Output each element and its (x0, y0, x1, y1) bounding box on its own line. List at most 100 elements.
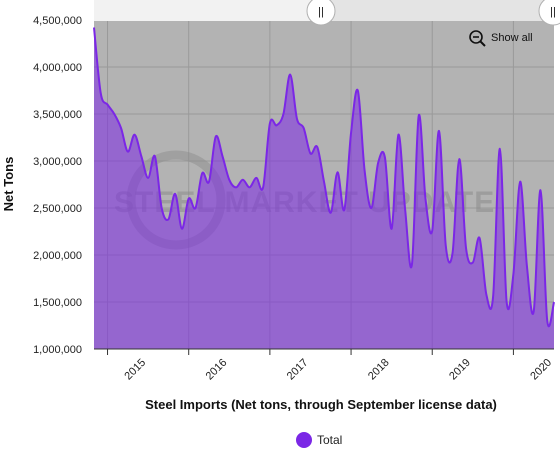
data-point (417, 114, 420, 117)
data-point (113, 113, 116, 116)
x-axis-ticks: 2015 2016 2017 2018 2019 2020 (107, 349, 554, 383)
legend[interactable]: Total (296, 432, 342, 448)
data-point (201, 172, 204, 175)
data-point (289, 73, 292, 76)
data-point (99, 92, 102, 95)
data-point (383, 156, 386, 159)
data-point (431, 229, 434, 232)
data-point (262, 186, 265, 189)
navigator-left-handle[interactable] (306, 0, 336, 26)
data-point (329, 211, 332, 214)
y-tick-label: 2,000,000 (33, 250, 82, 262)
data-point (93, 26, 96, 29)
data-point (404, 208, 407, 211)
data-point (356, 89, 359, 92)
data-point (214, 135, 217, 138)
y-tick-label: 4,500,000 (33, 15, 82, 27)
data-point (336, 171, 339, 174)
x-tick-label: 2016 (204, 357, 230, 383)
data-point (397, 133, 400, 136)
data-point (248, 186, 251, 189)
x-tick-label: 2019 (447, 357, 473, 383)
data-point (221, 155, 224, 158)
data-point (458, 158, 461, 161)
data-point (268, 122, 271, 125)
navigator-left-handle-label: || (318, 6, 324, 18)
show-all-label: Show all (491, 32, 533, 44)
data-point (316, 145, 319, 148)
data-point (451, 252, 454, 255)
data-point (133, 133, 136, 136)
data-point (539, 189, 542, 192)
x-axis-title: Steel Imports (Net tons, through Septemb… (145, 397, 497, 412)
data-point (350, 131, 353, 134)
data-point (120, 127, 123, 130)
data-point (167, 218, 170, 221)
data-point (323, 180, 326, 183)
data-point (363, 169, 366, 172)
data-point (546, 319, 549, 322)
y-axis-ticks: 1,000,000 1,500,000 2,000,000 2,500,000 3,00… (33, 15, 82, 356)
data-point (228, 178, 231, 181)
legend-item-total[interactable]: Total (296, 432, 342, 448)
x-tick-label: 2018 (366, 357, 392, 383)
data-point (553, 301, 556, 304)
y-tick-label: 1,000,000 (33, 344, 82, 356)
data-point (187, 197, 190, 200)
x-tick-label: 2020 (528, 357, 554, 383)
data-point (153, 155, 156, 158)
data-point (370, 207, 373, 210)
data-point (465, 247, 468, 250)
data-point (126, 150, 129, 153)
data-point (498, 147, 501, 150)
y-tick-label: 3,000,000 (33, 156, 82, 168)
navigator-bar[interactable]: || || (94, 0, 560, 26)
data-point (255, 176, 258, 179)
data-point (309, 152, 312, 155)
data-point (438, 129, 441, 132)
data-point (208, 180, 211, 183)
y-tick-label: 4,000,000 (33, 62, 82, 74)
data-point (241, 178, 244, 181)
show-all-button[interactable]: Show all (464, 27, 550, 49)
data-point (532, 310, 535, 313)
data-point (390, 227, 393, 230)
data-point (478, 237, 481, 240)
legend-swatch-total (296, 432, 312, 448)
data-point (160, 207, 163, 210)
data-point (140, 155, 143, 158)
data-point (525, 265, 528, 268)
data-point (444, 244, 447, 247)
data-point (106, 103, 109, 106)
y-tick-label: 1,500,000 (33, 297, 82, 309)
data-point (194, 207, 197, 210)
x-tick-label: 2017 (285, 357, 311, 383)
zoom-out-icon (469, 30, 486, 47)
legend-label-total: Total (317, 433, 342, 447)
y-axis-title: Net Tons (1, 157, 16, 212)
data-point (343, 208, 346, 211)
data-point (519, 180, 522, 183)
data-point (174, 192, 177, 195)
series-total-area (94, 27, 554, 350)
data-point (147, 176, 150, 179)
data-point (492, 295, 495, 298)
data-point (424, 197, 427, 200)
data-point (505, 301, 508, 304)
navigator-right-handle-label: || (550, 6, 556, 18)
navigator-selection[interactable] (320, 0, 554, 21)
series-total-line (93, 27, 555, 328)
data-point (471, 261, 474, 264)
data-point (282, 113, 285, 116)
data-point (302, 127, 305, 130)
data-point (377, 161, 380, 164)
data-point (512, 272, 515, 275)
navigator-right-handle[interactable] (538, 0, 560, 26)
data-point (410, 263, 413, 266)
y-tick-label: 2,500,000 (33, 203, 82, 215)
data-point (485, 293, 488, 296)
data-point (275, 124, 278, 127)
data-point (235, 186, 238, 189)
